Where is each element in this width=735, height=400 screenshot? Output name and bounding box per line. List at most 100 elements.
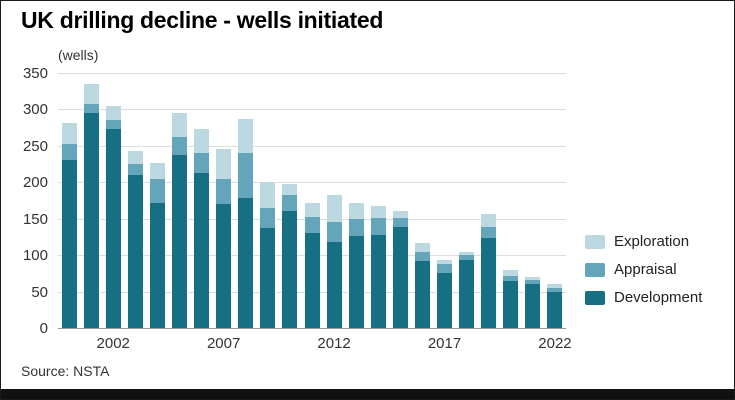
- bar-segment-appraisal-2013: [348, 218, 364, 237]
- bar-segment-exploration-2001: [83, 83, 99, 105]
- gridline: [58, 182, 566, 184]
- y-tick-label: 100: [22, 247, 48, 265]
- bar-segment-appraisal-2020: [503, 275, 519, 281]
- y-tick-label: 150: [22, 210, 48, 228]
- gridline: [58, 145, 566, 147]
- y-tick-label: 50: [31, 283, 48, 301]
- bar-segment-exploration-2005: [171, 113, 187, 138]
- bar-segment-development-2014: [370, 234, 386, 328]
- bar-segment-exploration-2009: [260, 182, 276, 208]
- bar-segment-appraisal-2015: [392, 218, 408, 228]
- bar-segment-exploration-2013: [348, 202, 364, 219]
- bar-segment-appraisal-2005: [171, 137, 187, 156]
- legend-label-appraisal: Appraisal: [614, 261, 677, 278]
- bar-segment-development-2012: [326, 242, 342, 328]
- legend: Exploration Appraisal Development: [585, 233, 702, 306]
- bar-segment-development-2009: [260, 228, 276, 328]
- bar-segment-development-2000: [61, 160, 77, 328]
- bar-segment-development-2001: [83, 113, 99, 328]
- bar-segment-development-2003: [127, 175, 143, 328]
- bar-segment-appraisal-2008: [238, 153, 254, 199]
- bar-segment-appraisal-2004: [149, 179, 165, 203]
- bar-segment-exploration-2003: [127, 150, 143, 165]
- bar-segment-exploration-2010: [282, 183, 298, 196]
- legend-item-appraisal: Appraisal: [585, 261, 702, 278]
- bar-segment-development-2021: [525, 284, 541, 328]
- bar-segment-development-2006: [194, 172, 210, 328]
- gridline: [58, 328, 566, 329]
- bar-segment-development-2016: [414, 260, 430, 328]
- x-tick-label: 2012: [317, 335, 351, 352]
- bar-segment-appraisal-2009: [260, 207, 276, 229]
- bar-segment-exploration-2004: [149, 163, 165, 180]
- bar-segment-appraisal-2017: [437, 263, 453, 274]
- bar-segment-exploration-2022: [547, 284, 563, 288]
- legend-label-exploration: Exploration: [614, 233, 690, 250]
- y-tick-label: 300: [22, 101, 48, 119]
- bar-segment-appraisal-2006: [194, 153, 210, 173]
- legend-item-development: Development: [585, 289, 702, 306]
- bar-segment-exploration-2016: [414, 242, 430, 252]
- bar-segment-exploration-2018: [459, 252, 475, 256]
- bar-segment-development-2010: [282, 211, 298, 328]
- bar-segment-exploration-2015: [392, 211, 408, 218]
- bar-segment-exploration-2000: [61, 122, 77, 145]
- bottom-border-bar: [1, 389, 734, 399]
- y-tick-label: 350: [22, 65, 48, 82]
- bar-segment-appraisal-2014: [370, 218, 386, 235]
- gridline: [58, 109, 566, 111]
- legend-swatch-appraisal: [585, 262, 605, 277]
- bar-segment-exploration-2006: [194, 129, 210, 154]
- bar-segment-appraisal-2016: [414, 251, 430, 261]
- bar-segment-appraisal-2022: [547, 287, 563, 292]
- bar-segment-appraisal-2012: [326, 221, 342, 243]
- bar-segment-development-2008: [238, 198, 254, 328]
- chart-title: UK drilling decline - wells initiated: [21, 7, 384, 33]
- bar-segment-development-2015: [392, 227, 408, 328]
- x-tick-label: 2022: [538, 335, 572, 352]
- bar-segment-development-2011: [304, 233, 320, 328]
- bar-segment-exploration-2017: [437, 259, 453, 264]
- bar-segment-exploration-2012: [326, 194, 342, 222]
- bar-segment-development-2002: [105, 129, 121, 328]
- bar-segment-development-2005: [171, 155, 187, 328]
- bar-segment-development-2020: [503, 280, 519, 328]
- bar-segment-appraisal-2007: [216, 178, 232, 205]
- bar-segment-appraisal-2021: [525, 279, 541, 285]
- y-tick-label: 200: [22, 174, 48, 192]
- bar-segment-development-2022: [547, 291, 563, 328]
- bar-segment-appraisal-2003: [127, 164, 143, 175]
- bar-segment-appraisal-2002: [105, 120, 121, 130]
- bar-segment-development-2004: [149, 202, 165, 328]
- bar-segment-exploration-2002: [105, 105, 121, 121]
- bar-segment-appraisal-2019: [481, 227, 497, 239]
- bar-segment-development-2013: [348, 236, 364, 328]
- bar-segment-exploration-2011: [304, 202, 320, 218]
- bar-segment-development-2017: [437, 273, 453, 328]
- bar-segment-development-2018: [459, 259, 475, 328]
- source-note: Source: NSTA: [21, 363, 110, 379]
- bar-segment-appraisal-2018: [459, 255, 475, 260]
- bar-segment-appraisal-2000: [61, 144, 77, 161]
- x-tick-label: 2007: [206, 335, 241, 352]
- legend-swatch-exploration: [585, 234, 605, 249]
- y-tick-label: 250: [22, 137, 48, 155]
- bar-segment-development-2019: [481, 238, 497, 328]
- bar-segment-exploration-2021: [525, 277, 541, 280]
- bar-segment-appraisal-2001: [83, 104, 99, 114]
- bar-segment-exploration-2007: [216, 148, 232, 179]
- legend-swatch-development: [585, 290, 605, 305]
- bar-segment-appraisal-2010: [282, 195, 298, 212]
- bar-segment-appraisal-2011: [304, 217, 320, 234]
- x-tick-label: 2017: [427, 335, 462, 352]
- y-axis-unit-label: (wells): [58, 47, 99, 63]
- bar-segment-development-2007: [216, 204, 232, 328]
- y-tick-label: 0: [39, 320, 48, 337]
- bar-segment-exploration-2008: [238, 118, 254, 154]
- legend-item-exploration: Exploration: [585, 233, 702, 250]
- plot-area: 0 50 100 150 200 250 300 350 2002 2007 2012 2017 202…: [23, 65, 572, 352]
- gridline: [58, 73, 566, 74]
- bar-segment-exploration-2020: [503, 270, 519, 276]
- legend-label-development: Development: [614, 289, 703, 306]
